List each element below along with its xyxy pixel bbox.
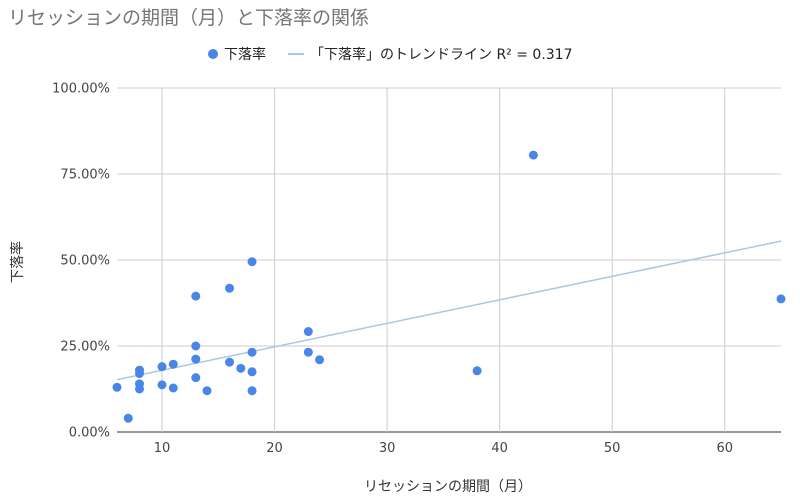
y-tick-label: 0.00% [69, 426, 110, 441]
data-point [247, 257, 257, 267]
data-point [225, 283, 235, 293]
y-tick-label: 75.00% [60, 168, 110, 183]
data-point [472, 366, 482, 376]
data-point [135, 384, 145, 394]
legend-label-trendline: 「下落率」のトレンドライン R² = 0.317 [310, 46, 573, 63]
data-point [123, 413, 133, 423]
y-axis-title: 下落率 [9, 241, 26, 283]
data-point [247, 367, 257, 377]
trendline [116, 240, 782, 381]
data-point [247, 347, 257, 357]
data-point [168, 359, 178, 369]
data-point [236, 363, 246, 373]
y-tick-label: 100.00% [52, 82, 110, 97]
data-point [191, 291, 201, 301]
data-point [303, 347, 313, 357]
data-point [528, 150, 538, 160]
x-tick-label: 30 [379, 441, 396, 456]
x-tick-label: 50 [604, 441, 621, 456]
legend-marker-series [208, 49, 218, 59]
data-point [303, 327, 313, 337]
data-point [191, 373, 201, 383]
data-point [191, 341, 201, 351]
data-point [202, 386, 212, 396]
legend-label-series: 下落率 [224, 46, 266, 63]
data-point [168, 383, 178, 393]
x-tick-label: 10 [154, 441, 171, 456]
data-point [135, 369, 145, 379]
data-point [157, 380, 167, 390]
data-point [247, 386, 257, 396]
y-tick-label: 25.00% [60, 340, 110, 355]
x-tick-label: 40 [491, 441, 508, 456]
data-point [776, 294, 786, 304]
chart-title: リセッションの期間（月）と下落率の関係 [8, 7, 369, 29]
x-axis-title: リセッションの期間（月） [364, 479, 532, 495]
x-axis-ticks: 10 20 30 40 50 60 [154, 441, 733, 456]
data-point [191, 354, 201, 364]
x-tick-label: 20 [266, 441, 283, 456]
data-point [315, 355, 325, 365]
data-point [112, 382, 122, 392]
y-axis-ticks: 0.00% 25.00% 50.00% 75.00% 100.00% [52, 82, 110, 441]
legend: 下落率 「下落率」のトレンドライン R² = 0.317 [208, 46, 573, 63]
data-points [112, 150, 786, 423]
data-point [157, 362, 167, 372]
x-tick-label: 60 [716, 441, 733, 456]
data-point [225, 357, 235, 367]
gridlines [117, 87, 781, 433]
y-tick-label: 50.00% [60, 254, 110, 269]
